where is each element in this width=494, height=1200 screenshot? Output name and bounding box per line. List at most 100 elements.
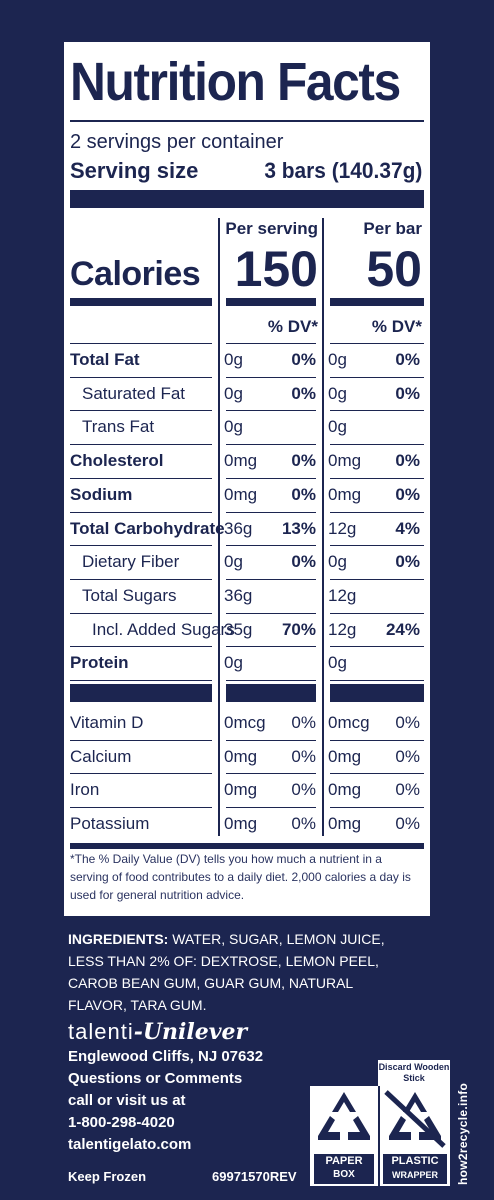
row-divider (330, 646, 424, 648)
vitamin-bar-amount: 0mcg (328, 713, 370, 732)
calories-label: Calories (70, 255, 201, 293)
paper-box-label: PAPER BOX (314, 1154, 374, 1184)
row-divider (330, 680, 424, 681)
serving-size-value: 3 bars (140.37g) (264, 158, 422, 183)
nutrient-bar-amount: 0mg (328, 451, 362, 471)
website: talentigelato.com (68, 1136, 192, 1153)
vitamin-bar-dv: 0% (395, 780, 420, 800)
row-divider (226, 545, 316, 547)
nutrient-name: Trans Fat (82, 417, 155, 437)
nutrient-bar-dv: 0% (395, 350, 420, 369)
vitamin-bar-amount: 0mg (328, 814, 362, 834)
row-divider (226, 477, 316, 479)
vitamin-bar-amount: 0mg (328, 746, 362, 766)
plastic-wrapper-panel (380, 1086, 450, 1152)
column-divider-2 (322, 218, 324, 836)
nutrient-name: Sodium (70, 484, 133, 504)
row-divider (70, 477, 212, 479)
nutrient-bar-amount: 0g (328, 417, 347, 437)
nutrient-bar-amount: 0g (328, 653, 347, 673)
vitamin-bar-dv: 0% (395, 814, 420, 834)
nutrient-serving-dv: 0% (291, 383, 316, 403)
nutrient-bar-dv: 0% (395, 552, 420, 572)
ingredients-label: INGREDIENTS: (68, 931, 169, 947)
keep-frozen: Keep Frozen (68, 1169, 147, 1184)
nutrient-serving-dv: 0% (291, 350, 316, 369)
ingredients-text: WATER, SUGAR, LEMON JUICE, LESS THAN 2% … (68, 931, 385, 1013)
row-divider (70, 646, 212, 648)
vitamin-name: Potassium (70, 814, 150, 834)
no-recycle-icon (384, 1090, 446, 1148)
nutrient-serving-amount: 0mg (224, 451, 258, 471)
nutrient-serving-amount: 0g (224, 350, 243, 369)
nutrient-serving-dv: 0% (291, 552, 316, 572)
row-divider (70, 773, 212, 775)
nutrient-serving-amount: 0g (224, 653, 243, 673)
vitamin-bar-dv: 0% (395, 713, 420, 732)
per-bar-header: Per bar (363, 219, 422, 238)
nutrient-bar-amount: 0g (328, 552, 347, 572)
vitamin-name: Calcium (70, 746, 132, 766)
contact-line-2: call or visit us at (68, 1092, 186, 1109)
row-divider (226, 739, 316, 741)
nutrient-bar-dv: 0% (395, 383, 420, 403)
vitamin-serving-amount: 0mg (224, 746, 258, 766)
row-divider (330, 444, 424, 446)
row-divider (70, 807, 212, 809)
calories-bar-mid (226, 298, 316, 306)
nutrient-name: Total Fat (70, 350, 140, 369)
column-divider-1 (218, 218, 220, 836)
row-divider (330, 343, 424, 344)
row-divider (70, 511, 212, 513)
recycle-icon (318, 1092, 370, 1140)
nutrient-serving-amount: 36g (224, 518, 253, 538)
servings-per-container: 2 servings per container (70, 131, 284, 153)
phone-number: 1-800-298-4020 (68, 1114, 175, 1131)
vitamin-divider-mid (226, 684, 316, 702)
vitamin-serving-amount: 0mg (224, 780, 258, 800)
nutrient-serving-amount: 0g (224, 417, 243, 437)
brand-dash: - (133, 1019, 143, 1045)
nutrient-name: Saturated Fat (82, 383, 186, 403)
vitamin-name: Iron (70, 780, 100, 800)
row-divider (70, 545, 212, 547)
row-divider (226, 410, 316, 412)
vitamin-bar-amount: 0mg (328, 780, 362, 800)
how2recycle-url: how2recycle.info (456, 1082, 470, 1185)
daily-value-footnote: *The % Daily Value (DV) tells you how mu… (70, 852, 411, 902)
nutrient-bar-dv: 0% (395, 451, 420, 471)
row-divider (226, 612, 316, 614)
nutrition-title: Nutrition Facts (70, 52, 401, 112)
nutrient-name: Cholesterol (70, 451, 164, 471)
nutrient-bar-dv: 4% (395, 518, 420, 538)
brand-talenti: talenti (68, 1019, 134, 1044)
nutrient-serving-dv: 13% (281, 518, 316, 538)
row-divider (226, 511, 316, 513)
nutrient-bar-dv: 0% (395, 484, 420, 504)
contact-line-1: Questions or Comments (68, 1070, 243, 1087)
nutrient-bar-amount: 0g (328, 350, 347, 369)
row-divider (330, 410, 424, 412)
row-divider (330, 807, 424, 809)
row-divider (330, 739, 424, 741)
nutrient-name: Protein (70, 653, 129, 673)
nutrient-serving-amount: 0mg (224, 484, 258, 504)
serving-divider (70, 190, 424, 208)
vitamin-serving-dv: 0% (291, 746, 316, 766)
address: Englewood Cliffs, NJ 07632 (68, 1048, 264, 1065)
dv-header-serving: % DV* (267, 317, 318, 336)
row-divider (70, 612, 212, 614)
serving-size-label: Serving size (70, 158, 199, 183)
calories-bar-left (70, 298, 212, 306)
calories-per-serving: 150 (234, 241, 318, 297)
row-divider (70, 343, 212, 344)
row-divider (330, 773, 424, 775)
row-divider (226, 680, 316, 681)
plastic-wrapper-label: PLASTIC WRAPPER (383, 1154, 447, 1184)
row-divider (70, 680, 212, 681)
vitamin-name: Vitamin D (70, 713, 144, 732)
nutrient-bar-amount: 12g (328, 619, 357, 639)
calories-bar-right (330, 298, 424, 306)
ingredients-block: INGREDIENTS: WATER, SUGAR, LEMON JUICE, … (68, 928, 408, 1016)
calories-per-bar: 50 (366, 241, 422, 297)
